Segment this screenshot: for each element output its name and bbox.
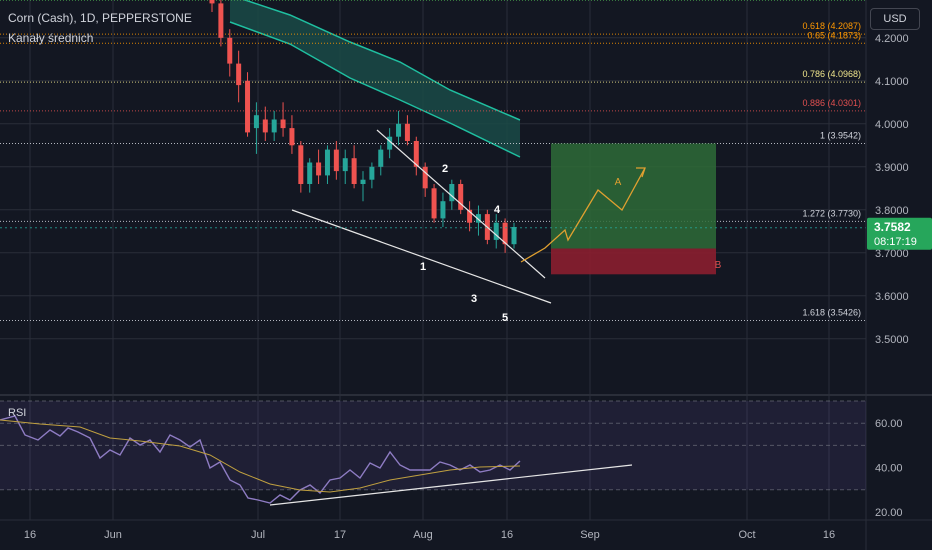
candle-body[interactable]	[404, 123, 410, 142]
price-tag-value: 3.7582	[874, 220, 911, 234]
candle-body[interactable]	[511, 227, 517, 245]
wave-label: 5	[502, 312, 508, 324]
candle-body[interactable]	[422, 166, 428, 189]
candle-body[interactable]	[351, 158, 357, 185]
rsi-trendline[interactable]	[269, 464, 633, 506]
ma-channel-upper	[242, 0, 521, 121]
candle-body[interactable]	[262, 119, 268, 133]
price-tick-label: 3.8000	[875, 205, 909, 217]
wave-label: 4	[494, 204, 501, 216]
rsi-ma-line	[0, 419, 521, 493]
candle-body[interactable]	[253, 115, 259, 129]
candle-body[interactable]	[413, 141, 419, 167]
projection-label-b: B	[715, 260, 722, 271]
price-tick-label: 4.0000	[875, 119, 909, 131]
candle-body[interactable]	[458, 184, 464, 210]
candle-body[interactable]	[324, 149, 330, 176]
price-tick-label: 4.1000	[875, 76, 909, 88]
candle-body[interactable]	[369, 166, 375, 180]
time-tick-label: Jul	[251, 529, 265, 541]
projection-path[interactable]	[520, 167, 646, 263]
fib-level-label: 0.618 (4.2087)	[802, 21, 861, 31]
fib-level-label: 1.618 (3.5426)	[802, 307, 861, 317]
price-tick-label: 4.2000	[875, 33, 909, 45]
candle-body[interactable]	[475, 214, 481, 223]
indicator-label: Kanały średnich	[8, 31, 94, 45]
candle-body[interactable]	[502, 222, 508, 245]
candle-body[interactable]	[307, 162, 313, 185]
time-tick-label: 17	[334, 529, 346, 541]
candle-body[interactable]	[298, 145, 304, 185]
projection-arrowhead	[636, 167, 646, 178]
rsi-line	[0, 415, 521, 504]
candle-body[interactable]	[316, 162, 322, 176]
wave-label: 3	[471, 293, 477, 305]
candle-body[interactable]	[467, 209, 473, 223]
wedge-lower-line[interactable]	[291, 209, 552, 304]
time-tick-label: 16	[24, 529, 36, 541]
price-tag	[867, 217, 932, 250]
time-tick-label: 16	[501, 529, 513, 541]
candle-body[interactable]	[289, 128, 295, 146]
profit-zone[interactable]	[551, 143, 716, 249]
candle-body[interactable]	[227, 37, 233, 64]
rsi-label: RSI	[8, 407, 27, 419]
ma-channel-band	[230, 0, 520, 157]
fib-level-label: 0.886 (4.0301)	[802, 98, 861, 108]
time-tick-label: Aug	[413, 529, 433, 541]
candle-body[interactable]	[209, 0, 215, 4]
fib-level-label: 1 (3.9542)	[820, 131, 861, 141]
candle-body[interactable]	[360, 179, 366, 185]
candle-body[interactable]	[218, 3, 224, 38]
candle-body[interactable]	[449, 184, 455, 202]
candle-body[interactable]	[280, 119, 286, 129]
candle-body[interactable]	[396, 123, 402, 137]
currency-button[interactable]: USD	[870, 8, 920, 30]
candle-body[interactable]	[387, 136, 393, 150]
ma-channel-lower	[229, 21, 521, 158]
price-tick-label: 3.5000	[875, 334, 909, 346]
candle-body[interactable]	[245, 80, 251, 133]
projection-label-a: A	[615, 177, 622, 188]
candle-body[interactable]	[271, 119, 277, 133]
fib-level-label: 0.65 (4.1873)	[807, 30, 861, 40]
wave-label: 2	[442, 163, 448, 175]
price-tick-label: 3.7000	[875, 248, 909, 260]
fib-level-label: 0.786 (4.0968)	[802, 69, 861, 79]
candle-body[interactable]	[431, 188, 437, 219]
chart-title: Corn (Cash), 1D, PEPPERSTONE	[8, 11, 192, 25]
stop-zone[interactable]	[551, 248, 716, 275]
price-tick-label: 3.9000	[875, 162, 909, 174]
fib-level-label: 1.272 (3.7730)	[802, 208, 861, 218]
candle-body[interactable]	[236, 63, 242, 86]
time-tick-label: Sep	[580, 529, 600, 541]
time-tick-label: Oct	[738, 529, 755, 541]
candle-body[interactable]	[333, 149, 339, 172]
candle-body[interactable]	[440, 201, 446, 219]
wedge-upper-line[interactable]	[376, 129, 546, 279]
price-tag-countdown: 08:17:19	[874, 236, 917, 248]
wave-label: 1	[420, 261, 426, 273]
rsi-tick-label: 60.00	[875, 418, 903, 430]
rsi-tick-label: 20.00	[875, 507, 903, 519]
candle-body[interactable]	[342, 158, 348, 172]
time-tick-label: Jun	[104, 529, 122, 541]
rsi-tick-label: 40.00	[875, 463, 903, 475]
candle-body[interactable]	[378, 149, 384, 167]
price-tick-label: 3.6000	[875, 291, 909, 303]
time-tick-label: 16	[823, 529, 835, 541]
candle-body[interactable]	[493, 222, 499, 240]
